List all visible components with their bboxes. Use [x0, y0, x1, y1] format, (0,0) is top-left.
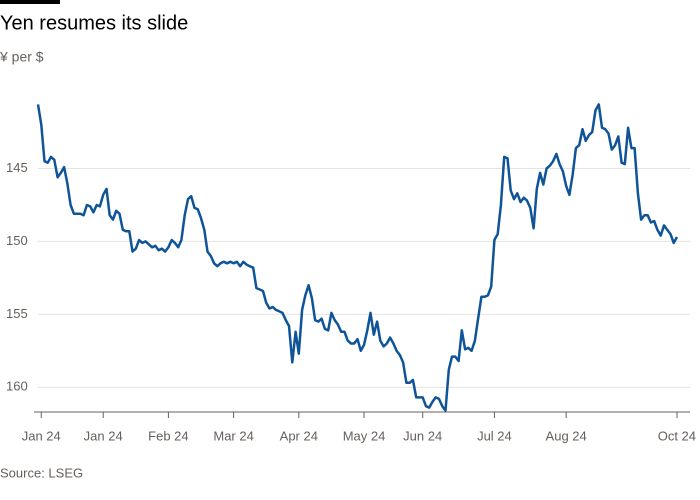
y-tick-label: 150	[6, 233, 28, 248]
y-tick-label: 155	[6, 306, 28, 321]
y-tick-label: 145	[6, 160, 28, 175]
brand-bar	[0, 0, 60, 4]
x-tick-label: Jul 24	[477, 428, 512, 443]
x-tick-label: Apr 24	[280, 428, 318, 443]
source: Source: LSEG	[0, 465, 83, 480]
x-tick-label: Jan 24	[84, 428, 123, 443]
x-tick-label: Feb 24	[148, 428, 188, 443]
x-tick-label: Oct 24	[658, 428, 696, 443]
x-tick-label: Jun 24	[403, 428, 442, 443]
x-tick-label: Jan 24	[22, 428, 61, 443]
chart-subtitle: ¥ per $	[0, 49, 44, 65]
line-series	[36, 103, 679, 412]
y-tick-label: 160	[6, 379, 28, 394]
x-tick-label: Aug 24	[546, 428, 587, 443]
x-tick-label: Mar 24	[213, 428, 253, 443]
chart-title: Yen resumes its slide	[0, 12, 188, 34]
x-tick-label: May 24	[343, 428, 386, 443]
